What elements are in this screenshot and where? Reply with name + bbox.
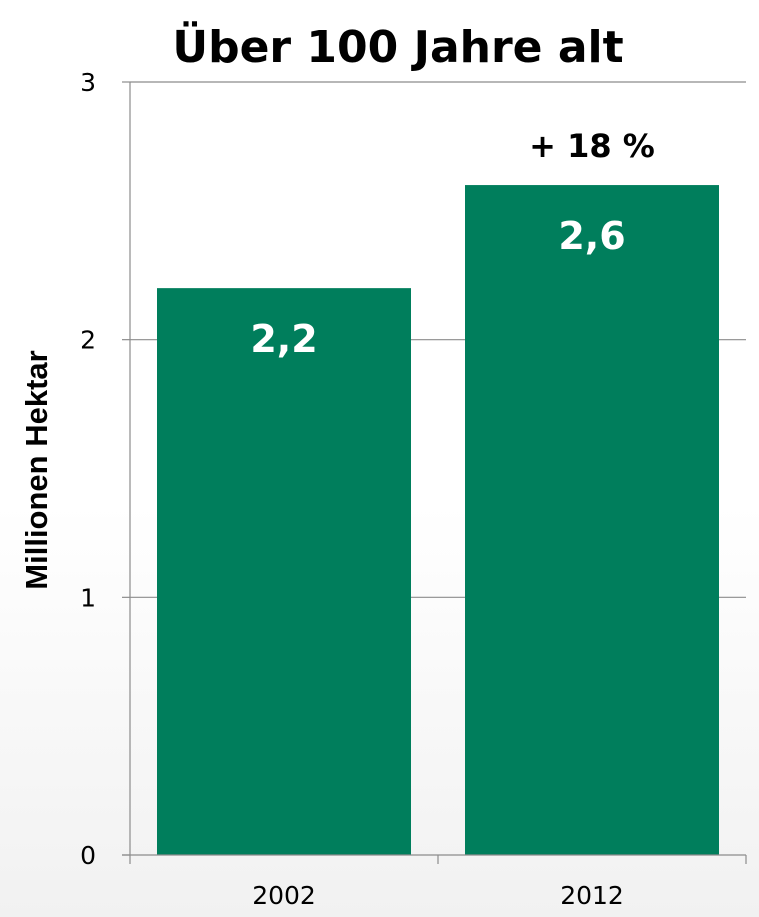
- x-tick-label: 2012: [560, 881, 624, 910]
- bar-value-label: 2,2: [250, 317, 317, 361]
- x-tick-label: 2002: [252, 881, 316, 910]
- y-tick-label: 2: [80, 326, 96, 355]
- chart-title: Über 100 Jahre alt: [172, 20, 623, 73]
- y-tick-label: 0: [80, 841, 96, 870]
- bar-value-label: 2,6: [558, 214, 625, 258]
- bar: [465, 185, 719, 856]
- axes: [122, 81, 747, 864]
- bar: [157, 288, 411, 856]
- y-axis-label: Millionen Hektar: [19, 350, 54, 589]
- y-tick-label: 1: [80, 583, 96, 612]
- chart-labels: 0 1 2 3 2,2 2002 2,6 2012 + 18 %: [80, 68, 655, 910]
- y-tick-label: 3: [80, 68, 96, 97]
- bars: [157, 185, 719, 856]
- change-annotation: + 18 %: [529, 127, 655, 165]
